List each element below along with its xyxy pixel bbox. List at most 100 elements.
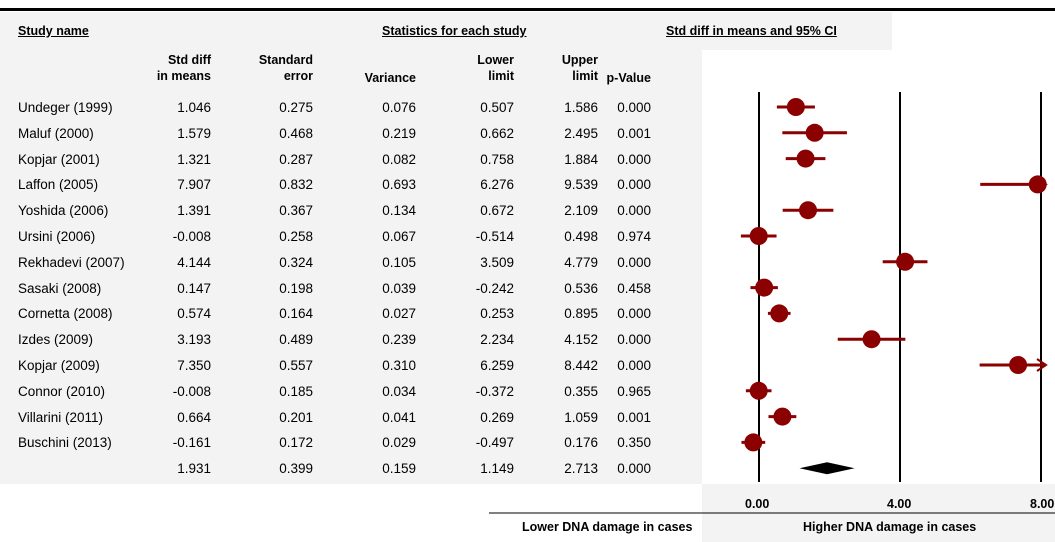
table-row: Laffon (2005) 7.907 0.832 0.693 6.276 9.539 0.… <box>0 173 700 199</box>
cell-upper: 2.713 <box>564 461 598 477</box>
cell-smd: 1.931 <box>177 461 211 477</box>
cell-p: 0.000 <box>617 177 651 193</box>
cell-var: 0.082 <box>382 151 416 167</box>
cell-smd: -0.008 <box>172 383 211 399</box>
cell-var: 0.134 <box>382 203 416 219</box>
cell-se: 0.258 <box>279 229 313 244</box>
top-rule <box>0 8 1055 11</box>
cell-var: 0.239 <box>382 332 416 348</box>
cell-smd: 1.321 <box>177 151 211 167</box>
cell-smd: -0.161 <box>172 435 211 451</box>
cell-lower: 0.269 <box>480 409 514 425</box>
cell-se: 0.287 <box>279 151 313 167</box>
table-row: Connor (2010) -0.008 0.185 0.034 -0.372 0.355… <box>0 380 700 406</box>
cell-smd: 4.144 <box>177 254 211 270</box>
ci-arrow <box>1036 358 1048 372</box>
cell-upper: 8.442 <box>564 358 598 373</box>
cell-se: 0.557 <box>279 358 313 373</box>
study-name-header: Study name <box>18 24 89 38</box>
study-name: Buschini (2013) <box>18 435 112 451</box>
table-row: Kopjar (2009) 7.350 0.557 0.310 6.259 8.442 0.… <box>0 354 700 380</box>
study-name: Ursini (2006) <box>18 229 96 244</box>
table-row: Cornetta (2008) 0.574 0.164 0.027 0.253 0.895… <box>0 302 700 328</box>
cell-se: 0.275 <box>279 100 313 115</box>
study-name: Sasaki (2008) <box>18 280 102 296</box>
cell-var: 0.159 <box>382 461 416 477</box>
study-name: Undeger (1999) <box>18 100 113 115</box>
cell-var: 0.310 <box>382 358 416 373</box>
study-name: Cornetta (2008) <box>18 306 113 322</box>
cell-se: 0.198 <box>279 280 313 296</box>
cell-lower: 1.149 <box>480 461 514 477</box>
cell-upper: 1.059 <box>564 409 598 425</box>
cell-p: 0.000 <box>617 100 651 115</box>
effect-marker <box>755 278 774 297</box>
cell-upper: 9.539 <box>564 177 598 193</box>
cell-p: 0.350 <box>617 435 651 451</box>
cell-upper: 0.498 <box>564 229 598 244</box>
column-header-upper: Upper limit <box>561 53 598 83</box>
cell-lower: 6.276 <box>480 177 514 193</box>
cell-lower: 0.662 <box>480 125 514 141</box>
axis-tick-label: 0.00 <box>745 497 770 511</box>
effect-marker <box>799 201 818 220</box>
cell-smd: 0.664 <box>177 409 211 425</box>
cell-se: 0.185 <box>279 383 313 399</box>
cell-smd: 1.579 <box>177 125 211 141</box>
cell-p: 0.000 <box>617 254 651 270</box>
cell-upper: 1.884 <box>564 151 598 167</box>
effect-marker <box>773 407 792 426</box>
cell-var: 0.076 <box>382 100 416 115</box>
axis-tick-label: 8.00 <box>1030 497 1055 511</box>
cell-upper: 0.895 <box>564 306 598 322</box>
column-header-se: Standard error <box>258 53 313 83</box>
cell-lower: 0.253 <box>480 306 514 322</box>
effect-marker <box>796 149 815 168</box>
effect-marker <box>770 304 789 323</box>
effect-marker <box>749 227 768 245</box>
cell-se: 0.468 <box>279 125 313 141</box>
cell-var: 0.027 <box>382 306 416 322</box>
cell-var: 0.219 <box>382 125 416 141</box>
column-header-var: Variance <box>364 71 416 85</box>
table-row: Ursini (2006) -0.008 0.258 0.067 -0.514 0.498… <box>0 225 700 251</box>
study-name: Kopjar (2009) <box>18 358 100 373</box>
axis-right-label: Higher DNA damage in cases <box>803 520 977 534</box>
table-row: Izdes (2009) 3.193 0.489 0.239 2.234 4.152 0.0… <box>0 328 700 354</box>
cell-se: 0.201 <box>279 409 313 425</box>
cell-p: 0.458 <box>617 280 651 296</box>
cell-smd: 7.907 <box>177 177 211 193</box>
cell-smd: 1.046 <box>177 100 211 115</box>
cell-lower: -0.514 <box>475 229 514 244</box>
cell-smd: -0.008 <box>172 229 211 244</box>
table-row: Yoshida (2006) 1.391 0.367 0.134 0.672 2.109 0… <box>0 199 700 225</box>
cell-upper: 2.495 <box>564 125 598 141</box>
cell-p: 0.000 <box>617 306 651 322</box>
cell-p: 0.974 <box>617 229 651 244</box>
study-name: Izdes (2009) <box>18 332 94 348</box>
axis-tick-label: 4.00 <box>887 497 912 511</box>
effect-marker <box>786 98 805 116</box>
cell-lower: -0.242 <box>475 280 514 296</box>
cell-lower: 3.509 <box>480 254 514 270</box>
cell-lower: -0.372 <box>475 383 514 399</box>
table-row: Buschini (2013) -0.161 0.172 0.029 -0.497 0.1… <box>0 431 700 457</box>
column-header-smd: Std diff in means <box>156 53 211 83</box>
table-row: Undeger (1999) 1.046 0.275 0.076 0.507 1.586 0… <box>0 96 700 122</box>
effect-marker <box>805 123 824 142</box>
study-name: Maluf (2000) <box>18 125 94 141</box>
cell-p: 0.000 <box>617 203 651 219</box>
cell-upper: 2.109 <box>564 203 598 219</box>
cell-upper: 0.355 <box>564 383 598 399</box>
study-name: Rekhadevi (2007) <box>18 254 125 270</box>
table-row: Villarini (2011) 0.664 0.201 0.041 0.269 1.05… <box>0 406 700 432</box>
study-name: Kopjar (2001) <box>18 151 100 167</box>
cell-se: 0.164 <box>279 306 313 322</box>
cell-upper: 1.586 <box>564 100 598 115</box>
effect-marker <box>744 433 763 452</box>
cell-upper: 0.176 <box>564 435 598 451</box>
cell-p: 0.000 <box>617 151 651 167</box>
cell-upper: 4.152 <box>564 332 598 348</box>
cell-se: 0.172 <box>279 435 313 451</box>
